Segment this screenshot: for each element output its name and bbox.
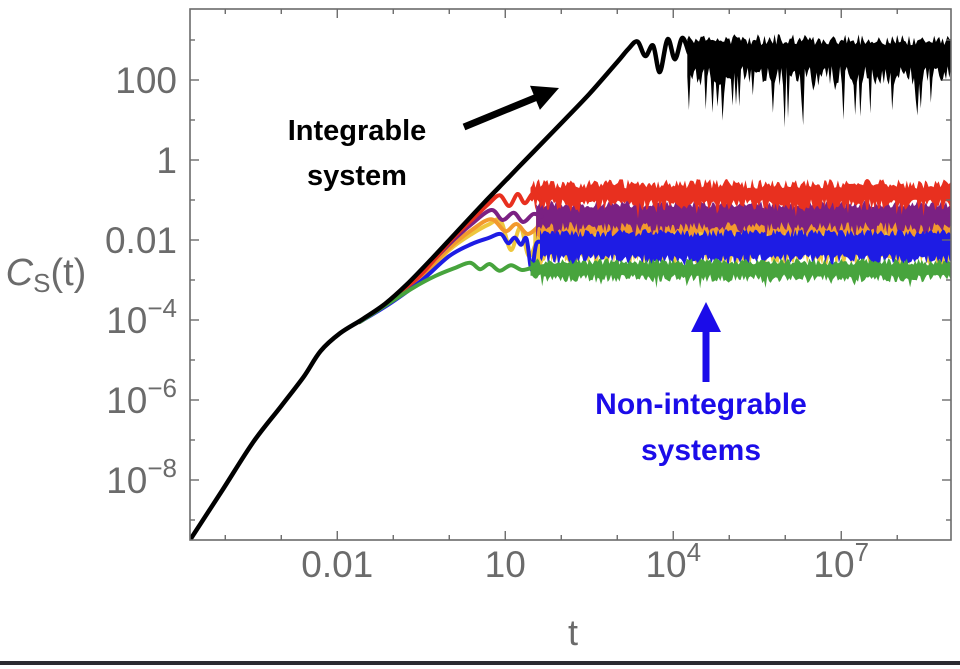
y-tick-label: 10−4 (106, 293, 177, 341)
series-curve-non-integrable-green (357, 260, 536, 324)
integrable-label: Integrable system (217, 109, 497, 199)
plot-frame (189, 8, 952, 541)
x-tick-label: 0.01 (301, 544, 373, 585)
y-tick-label: 100 (115, 60, 177, 101)
bottom-border (0, 661, 960, 665)
x-tick-label: 107 (813, 537, 869, 585)
series-curve-non-integrable-red (357, 190, 542, 324)
non-integrable-label-line1: Non-integrable (595, 388, 807, 421)
y-tick-label: 1 (156, 140, 177, 181)
x-tick-label: 104 (645, 537, 701, 585)
y-axis-symbol: C (5, 252, 34, 294)
non-integrable-label-line2: systems (640, 434, 762, 467)
y-tick-label: 10−8 (106, 453, 177, 501)
series-band-non-integrable-red (530, 179, 951, 219)
series-curve-integrable-black (190, 35, 692, 540)
integrable-label-line1: Integrable (287, 115, 427, 147)
y-tick-label: 10−6 (106, 373, 177, 421)
y-axis-subscript: S (33, 268, 51, 298)
y-tick-label: 0.01 (105, 220, 177, 261)
series-band-non-integrable-purple (536, 200, 951, 240)
non-integrable-arrow-head (691, 302, 721, 332)
series-band-non-integrable-green (530, 258, 951, 289)
y-axis-title: CS(t) (0, 252, 96, 299)
series-band-non-integrable-blue (540, 229, 951, 276)
integrable-label-line2: system (307, 160, 407, 192)
x-tick-label: 10 (485, 544, 526, 585)
series-band-integrable-black (687, 34, 951, 128)
integrable-arrow-head (530, 85, 559, 110)
non-integrable-label: Non-integrable systems (540, 382, 862, 474)
x-axis-title: t (567, 612, 578, 653)
y-axis-suffix: (t) (50, 252, 87, 294)
integrable-arrow-shaft (462, 93, 539, 131)
